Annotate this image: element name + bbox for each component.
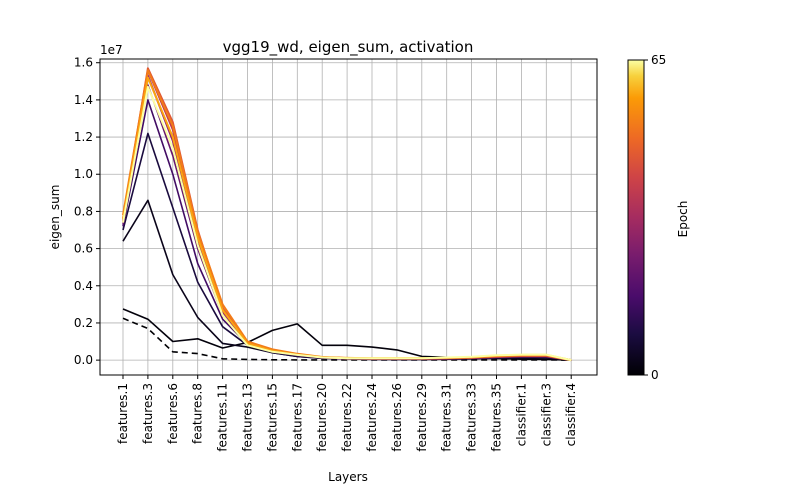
x-tick-label: features.13 [241,383,255,452]
y-tick-label: 1.6 [74,56,93,70]
x-tick-label: features.35 [490,383,504,452]
x-axis-ticks: features.1 features.3 features.6 features.8… [116,375,578,452]
y-tick-label: 1.0 [74,167,93,181]
colorbar-label: Epoch [676,201,690,238]
y-tick-label: 0.0 [74,353,93,367]
colorbar-tick-label: 65 [651,53,666,67]
y-tick-label: 1.4 [74,93,93,107]
series-line-epoch-65 [122,85,572,362]
x-tick-label: classifier.1 [514,383,528,446]
x-tick-label: features.15 [265,383,279,452]
x-tick-label: features.33 [465,383,479,452]
x-tick-label: features.22 [340,383,354,452]
x-tick-label: features.29 [415,383,429,452]
x-tick-label: features.24 [365,383,379,452]
colorbar-tick-label: 0 [651,368,659,382]
y-tick-label: 0.4 [74,279,93,293]
x-tick-label: features.11 [216,383,230,452]
colorbar-ticks: 65 0 [644,53,666,382]
y-axis-label: eigen_sum [48,185,62,250]
x-tick-label: features.1 [116,383,130,444]
y-axis-ticks: 0.0 0.2 0.4 0.6 0.8 1.0 1.2 1.4 1.6 [74,56,100,367]
grid-lines [100,59,597,375]
y-tick-label: 0.6 [74,242,93,256]
series-lines [122,67,572,362]
y-tick-label: 0.2 [74,316,93,330]
x-tick-label: features.31 [440,383,454,452]
x-tick-label: features.8 [191,383,205,444]
plot-frame [99,58,598,376]
y-tick-label: 0.8 [74,204,93,218]
y-offset-label: 1e7 [100,43,123,57]
x-tick-label: features.20 [315,383,329,452]
chart-title: vgg19_wd, eigen_sum, activation [223,38,474,57]
series-line-epoch-0 [122,317,572,361]
x-tick-label: features.17 [290,383,304,452]
x-tick-label: classifier.3 [539,383,553,446]
colorbar [627,59,645,376]
y-tick-label: 1.2 [74,130,93,144]
x-tick-label: features.6 [166,383,180,444]
x-tick-label: features.3 [141,383,155,444]
x-axis-label: Layers [328,470,368,484]
x-tick-label: classifier.4 [564,383,578,446]
x-tick-label: features.26 [390,383,404,452]
